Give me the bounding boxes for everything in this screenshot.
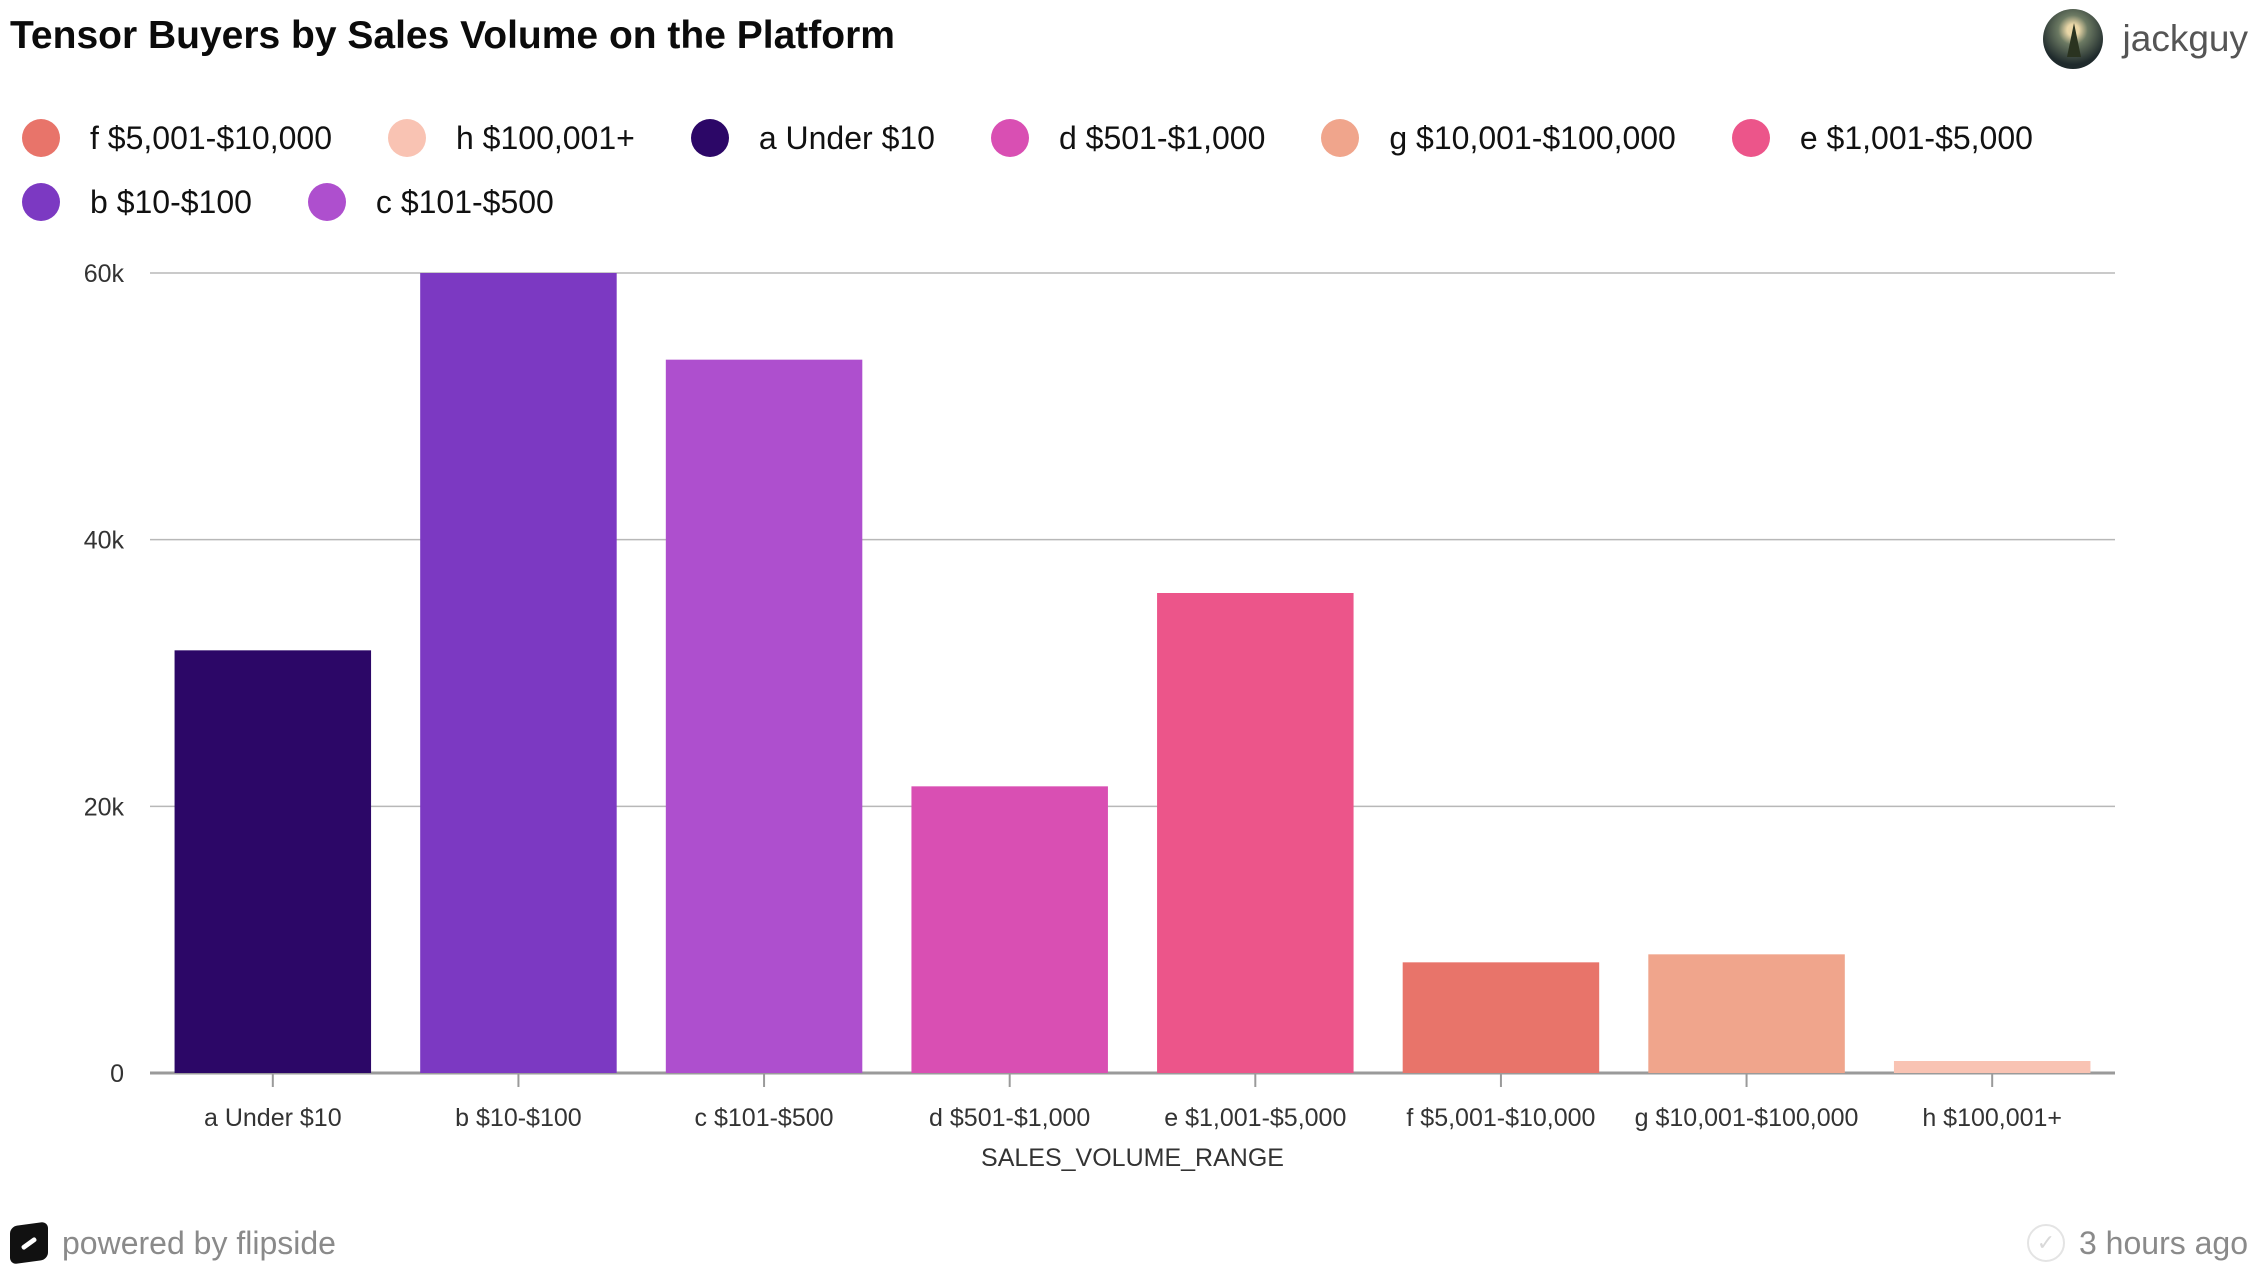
last-updated: ✓ 3 hours ago — [2026, 1224, 2248, 1262]
legend-label: c $101-$500 — [375, 183, 554, 220]
legend-dot — [1321, 119, 1360, 157]
x-tick-label: a Under $10 — [204, 1104, 342, 1132]
x-tick-label: g $10,001-$100,000 — [1635, 1104, 1859, 1132]
powered-by-footer[interactable]: powered by flipside — [10, 1221, 336, 1265]
legend-dot — [22, 119, 60, 157]
legend-dot — [1731, 119, 1770, 157]
legend-item[interactable]: c $101-$500 — [307, 182, 554, 222]
legend-item[interactable]: a Under $10 — [690, 118, 935, 158]
x-tick-label: e $1,001-$5,000 — [1164, 1104, 1346, 1132]
legend-dot — [690, 119, 729, 157]
legend-item[interactable]: f $5,001-$10,000 — [22, 118, 332, 158]
last-updated-label: 3 hours ago — [2078, 1224, 2248, 1261]
username[interactable]: jackguy — [2122, 18, 2248, 59]
bar — [420, 273, 617, 1073]
legend-dot — [387, 119, 426, 157]
y-tick-label: 40k — [84, 527, 125, 555]
user-profile[interactable]: jackguy — [2042, 8, 2248, 70]
y-tick-label: 20k — [84, 793, 125, 821]
legend-label: f $5,001-$10,000 — [90, 119, 332, 156]
legend-item[interactable]: b $10-$100 — [22, 182, 252, 222]
legend-label: e $1,001-$5,000 — [1799, 119, 2033, 156]
legend-label: d $501-$1,000 — [1058, 119, 1266, 156]
legend-item[interactable]: e $1,001-$5,000 — [1731, 118, 2033, 158]
y-axis-label: 0,h $100,001+,a Under $10,d $501-$1,000,… — [18, 340, 43, 1175]
avatar[interactable] — [2042, 9, 2103, 69]
bar — [1893, 1061, 2091, 1073]
x-tick-label: f $5,001-$10,000 — [1406, 1104, 1595, 1132]
x-axis-label: SALES_VOLUME_RANGE — [981, 1144, 1284, 1172]
y-tick-label: 60k — [84, 260, 125, 288]
legend-dot — [990, 119, 1029, 157]
legend-label: b $10-$100 — [90, 183, 252, 220]
legend-item[interactable]: d $501-$1,000 — [990, 118, 1266, 158]
x-tick-label: b $10-$100 — [455, 1104, 582, 1132]
legend-dot — [22, 183, 60, 221]
x-tick-label: d $501-$1,000 — [929, 1104, 1090, 1132]
legend-label: h $100,001+ — [455, 119, 635, 156]
bar — [1157, 593, 1354, 1073]
legend-dot — [307, 183, 346, 221]
bar — [911, 786, 1108, 1073]
x-tick-label: c $101-$500 — [695, 1104, 834, 1132]
x-tick-label: h $100,001+ — [1922, 1104, 2062, 1132]
legend-label: g $10,001-$100,000 — [1389, 119, 1676, 156]
powered-by-label: powered by flipside — [62, 1224, 336, 1261]
legend-label: a Under $10 — [758, 119, 935, 156]
y-tick-label: 0 — [110, 1060, 124, 1088]
bar — [1402, 962, 1600, 1073]
check-circle-icon: ✓ — [2026, 1224, 2065, 1262]
bar — [174, 650, 372, 1073]
legend-item[interactable]: h $100,001+ — [387, 118, 635, 158]
bar — [665, 359, 863, 1074]
bar — [1648, 954, 1845, 1073]
legend-item[interactable]: g $10,001-$100,000 — [1321, 118, 1676, 158]
flipside-logo-icon — [10, 1221, 48, 1265]
chart-legend: f $5,001-$10,000 h $100,001+ a Under $10 d … — [22, 118, 2172, 222]
chart-title: Tensor Buyers by Sales Volume on the Pla… — [10, 14, 895, 57]
